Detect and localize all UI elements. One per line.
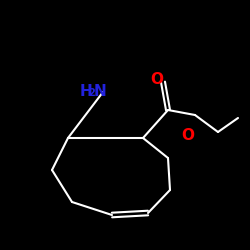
Text: H: H — [80, 84, 93, 98]
Text: O: O — [182, 128, 194, 144]
Text: 2: 2 — [88, 88, 95, 98]
Text: O: O — [150, 72, 164, 86]
Text: N: N — [94, 84, 107, 98]
